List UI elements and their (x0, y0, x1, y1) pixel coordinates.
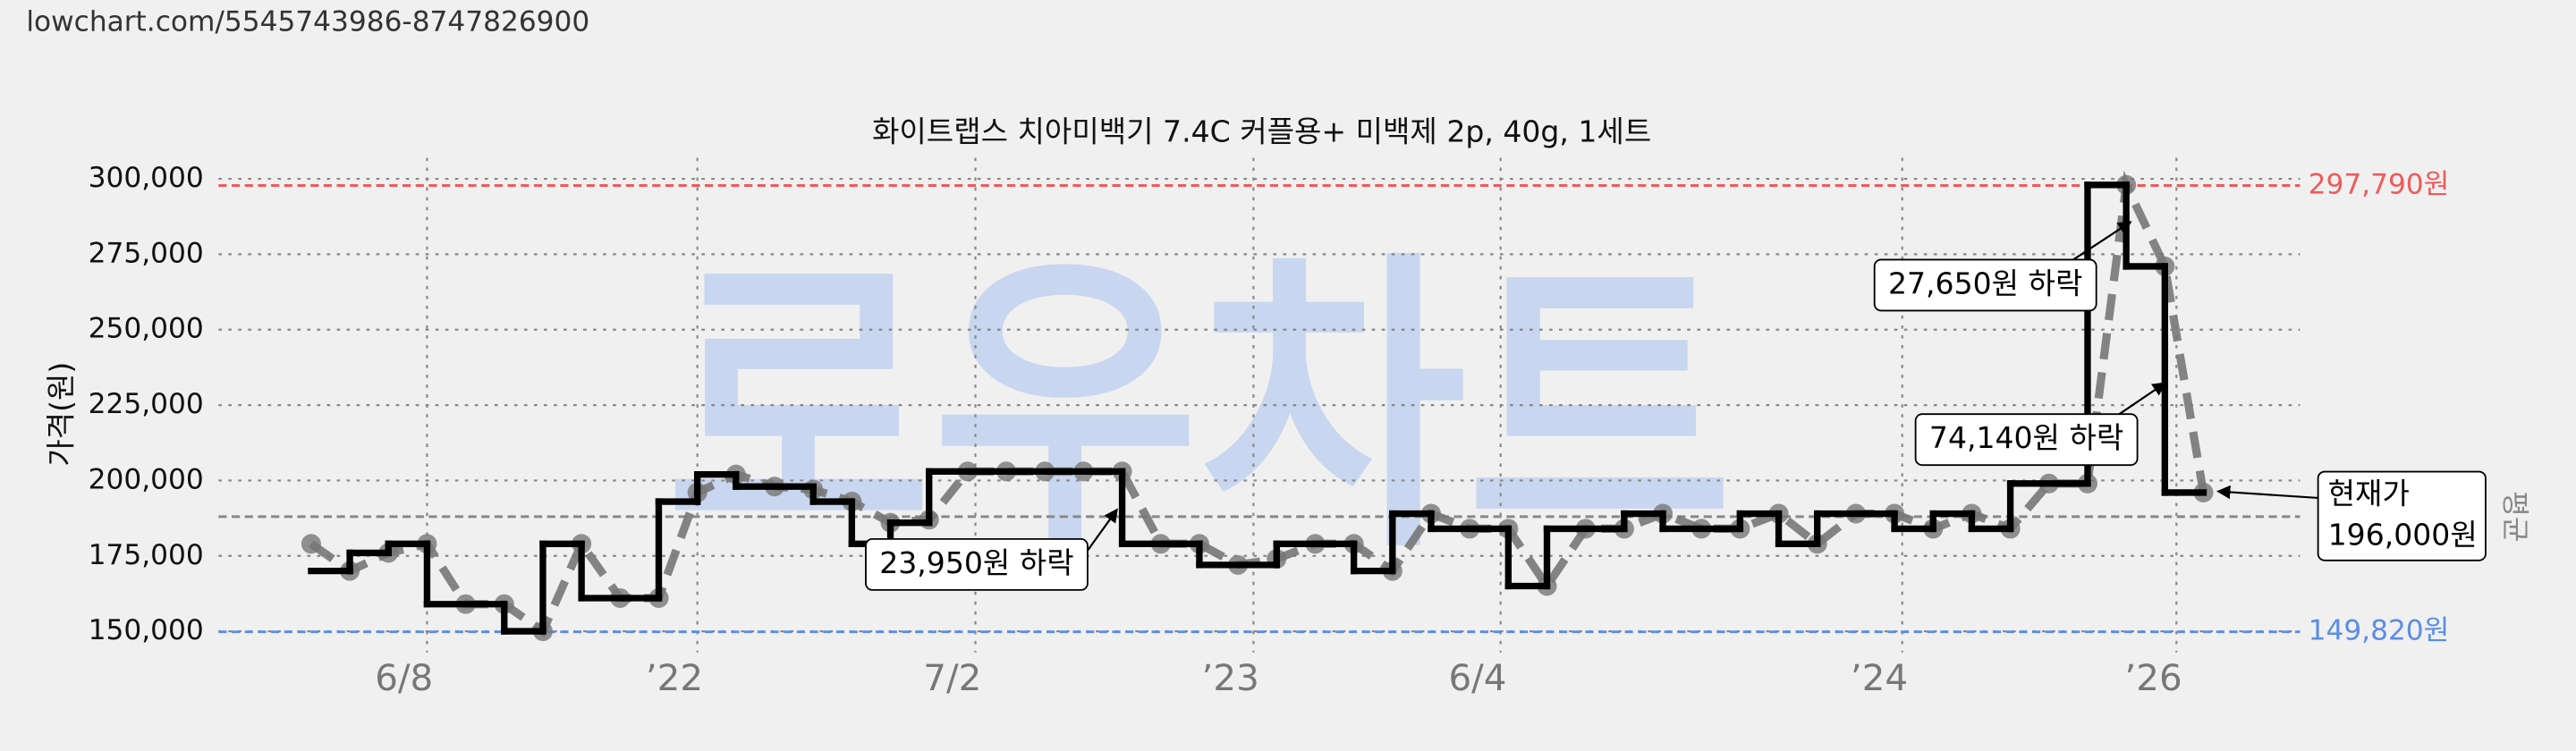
annotation-box (1873, 258, 2097, 312)
annotation-text: 27,650원 하락 (1888, 266, 2082, 300)
reference-label: 297,790원 (2309, 169, 2450, 201)
reference-label: 평균 (2498, 491, 2530, 542)
annotation-box (1914, 413, 2139, 467)
y-axis-label: 가격(원) (43, 362, 78, 467)
x-tick-label: ’22 (646, 656, 703, 699)
url: lowchart.com/5545743986-8747826900 (26, 6, 589, 38)
annotation-arrow (2216, 485, 2318, 500)
y-tick-label: 175,000 (89, 539, 204, 571)
annotation-box (865, 537, 1089, 591)
annotation-text: 23,950원 하락 (879, 545, 1073, 580)
x-tick-label: 6/8 (375, 656, 433, 699)
annotation-arrow (1087, 508, 1118, 552)
annotation-text: 196,000원 (2328, 518, 2478, 553)
annotation-arrow (2072, 221, 2132, 261)
y-tick-label: 250,000 (89, 313, 204, 345)
annotation-box (2317, 470, 2487, 561)
x-tick-label: 6/4 (1448, 656, 1506, 699)
y-tick-label: 225,000 (89, 388, 204, 420)
annotation-text: 74,140원 하락 (1929, 420, 2123, 455)
y-tick-label: 275,000 (89, 237, 204, 269)
reference-label: 149,820원 (2309, 615, 2450, 647)
x-tick-label: ’24 (1851, 656, 1908, 699)
x-tick-label: ’23 (1202, 656, 1259, 699)
y-tick-label: 150,000 (89, 614, 204, 646)
y-tick-label: 200,000 (89, 463, 204, 495)
average-point (301, 534, 321, 554)
y-tick-label: 300,000 (89, 162, 204, 194)
x-tick-label: 7/2 (923, 656, 981, 699)
annotation-arrow (2118, 382, 2167, 416)
chart-title: 화이트랩스 치아미백기 7.4C 커플용+ 미백제 2p, 40g, 1세트 (872, 114, 1651, 148)
annotation-text: 현재가 (2328, 477, 2410, 511)
x-tick-label: ’26 (2124, 656, 2182, 699)
